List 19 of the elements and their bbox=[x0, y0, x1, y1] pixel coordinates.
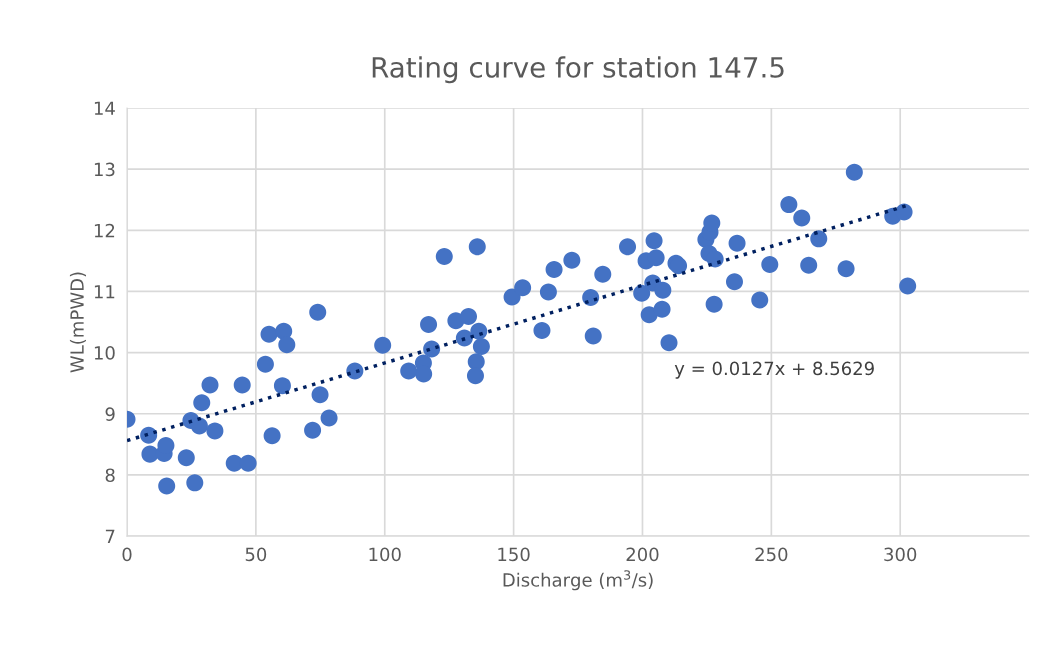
x-axis-title: Discharge (m$^{3}$/s) bbox=[503, 570, 653, 591]
chart-title: Rating curve for station 147.5 bbox=[372, 56, 784, 84]
y-tick-label: 11 bbox=[94, 285, 115, 299]
x-tick-label: 250 bbox=[755, 547, 788, 562]
y-tick-label: 14 bbox=[94, 101, 115, 115]
y-tick-label: 13 bbox=[94, 162, 115, 177]
x-tick-label: 50 bbox=[245, 547, 267, 562]
y-axis-title: WL(mPWD) bbox=[69, 272, 86, 373]
x-tick-label: 200 bbox=[626, 547, 659, 562]
y-tick-label: 9 bbox=[105, 407, 115, 421]
annotation: y = 0.0127x + 8.5629 bbox=[674, 361, 874, 379]
y-tick-label: 8 bbox=[105, 468, 115, 483]
x-tick-label: 150 bbox=[498, 547, 530, 562]
x-tick-label: 0 bbox=[122, 547, 132, 562]
y-tick-label: 10 bbox=[94, 346, 115, 360]
x-tick-label: 300 bbox=[884, 547, 917, 562]
y-tick-label: 7 bbox=[105, 529, 115, 543]
y-tick-label: 12 bbox=[94, 223, 115, 238]
x-tick-label: 100 bbox=[369, 547, 401, 562]
